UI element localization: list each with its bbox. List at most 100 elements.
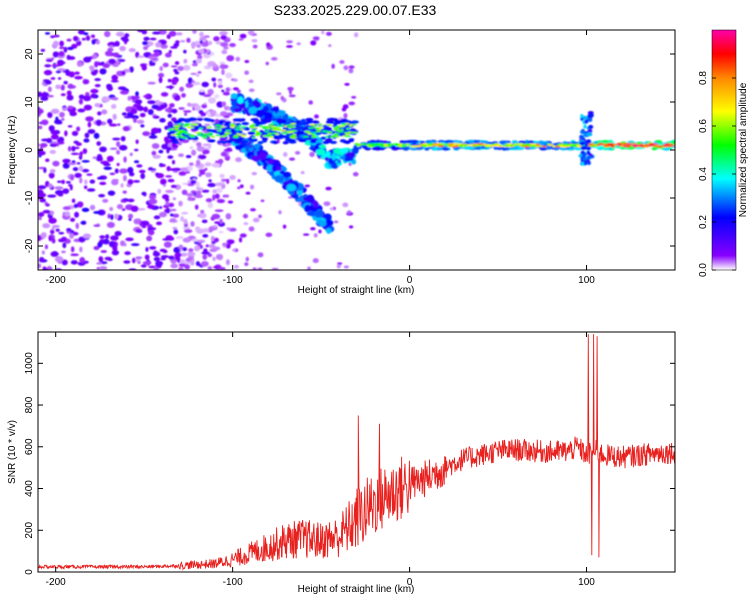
heatmap-cell [164, 52, 172, 58]
heatmap-cell [223, 115, 230, 119]
heatmap-cell [353, 146, 360, 150]
heatmap-cell [348, 65, 355, 69]
heatmap-cell [210, 135, 216, 138]
heatmap-cell [308, 205, 315, 210]
heatmap-cell [310, 40, 317, 46]
heatmap-cell [282, 224, 287, 229]
heatmap-cell [170, 134, 176, 136]
heatmap-cell [336, 129, 341, 132]
heatmap-cell [196, 134, 203, 136]
heatmap-cell [583, 132, 588, 137]
heatmap-cell [144, 254, 150, 260]
heatmap-cell [276, 117, 283, 122]
heatmap-cell [339, 125, 346, 127]
heatmap-cell [234, 128, 241, 131]
heatmap-cell [89, 204, 96, 211]
heatmap-cell [257, 252, 264, 258]
heatmap-cell [315, 148, 326, 156]
heatmap-cell [383, 144, 388, 147]
heatmap-cell [128, 218, 132, 221]
heatmap-cell [153, 215, 161, 220]
heatmap-cell [242, 213, 249, 219]
heatmap-cell [247, 131, 256, 135]
heatmap-cell [182, 137, 189, 139]
heatmap-cell [186, 102, 192, 107]
heatmap-cell [159, 66, 164, 72]
heatmap-cell [220, 125, 225, 128]
heatmap-cell [132, 95, 140, 100]
heatmap-cell [48, 183, 53, 189]
heatmap-cell [333, 133, 340, 136]
heatmap-cell [611, 145, 615, 148]
heatmap-cell [278, 210, 282, 215]
heatmap-cell [493, 146, 499, 150]
heatmap-cell [79, 151, 83, 157]
heatmap-cell [262, 105, 269, 112]
heatmap-cell [62, 162, 70, 169]
heatmap-cell [94, 103, 101, 108]
heatmap-cell [38, 185, 47, 190]
heatmap-cell [226, 227, 232, 231]
heatmap-cell [248, 103, 254, 108]
heatmap-cell [669, 144, 675, 147]
heatmap-cell [236, 89, 241, 93]
heatmap-cell [116, 141, 121, 147]
heatmap-cell [233, 264, 240, 269]
heatmap-cell [354, 143, 359, 145]
heatmap-cell [265, 61, 269, 66]
heatmap-cell [187, 77, 193, 84]
heatmap-cell [442, 147, 449, 151]
heatmap-cell [340, 147, 349, 154]
heatmap-cell [570, 145, 578, 147]
heatmap-cell [75, 142, 82, 147]
heatmap-cell [219, 267, 226, 270]
heatmap-cell [207, 266, 213, 270]
heatmap-cell [60, 84, 65, 91]
x-tick-label: -100 [223, 275, 243, 286]
heatmap-cell [217, 84, 223, 89]
heatmap-cell [230, 93, 238, 100]
heatmap-cell [379, 146, 384, 150]
heatmap-cell [340, 123, 346, 125]
heatmap-cell [271, 117, 278, 122]
colorbar-ticks: 0.0 0.2 0.4 0.6 0.8 [698, 71, 736, 277]
colorbar-gradient [711, 29, 737, 271]
heatmap-cell [147, 100, 156, 105]
heatmap-cell [205, 172, 212, 178]
heatmap-cell [92, 53, 98, 59]
heatmap-cell [190, 72, 197, 76]
heatmap-cell [207, 182, 217, 188]
heatmap-cell [167, 155, 174, 159]
heatmap-cell [105, 234, 110, 239]
heatmap-cell [40, 138, 50, 142]
heatmap-cell [108, 45, 114, 48]
heatmap-cell [38, 257, 45, 263]
heatmap-cell [180, 131, 186, 134]
y-tick-label: 600 [24, 438, 35, 455]
heatmap-cell [133, 117, 137, 123]
heatmap-cell [87, 129, 96, 134]
heatmap-cell [160, 178, 167, 185]
heatmap-cell [264, 130, 270, 133]
heatmap-cell [200, 112, 207, 117]
heatmap-cell [148, 135, 158, 139]
heatmap-cell [178, 244, 184, 250]
heatmap-cell [160, 255, 170, 259]
heatmap-cell [119, 45, 126, 52]
heatmap-cell [161, 143, 170, 150]
heatmap-cell [118, 144, 128, 151]
heatmap-cell [498, 145, 503, 148]
heatmap-cell [99, 68, 107, 75]
heatmap-cell [184, 132, 190, 135]
heatmap-cell [108, 123, 118, 127]
heatmap-cell [331, 63, 335, 69]
heatmap-cell [158, 149, 164, 154]
heatmap-cell [173, 247, 181, 254]
heatmap-cell [194, 204, 199, 210]
heatmap-cell [181, 93, 186, 98]
heatmap-cell [208, 179, 212, 183]
spectrogram-x-axis-label: Height of straight line (km) [298, 285, 415, 296]
heatmap-cell [149, 37, 157, 41]
heatmap-cell [328, 44, 332, 47]
